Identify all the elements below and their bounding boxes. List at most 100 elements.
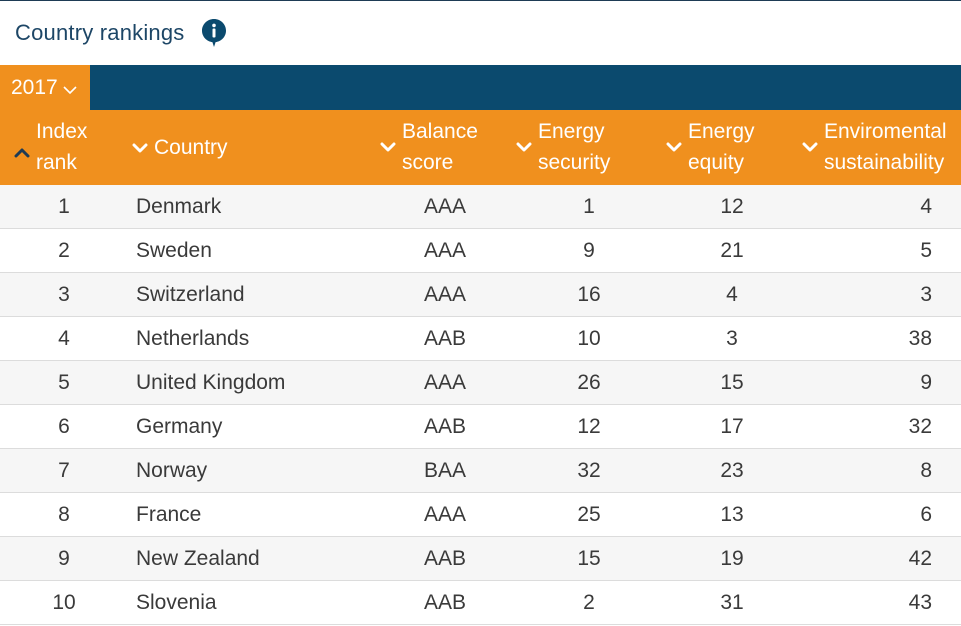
cell-country: Switzerland [136, 283, 245, 306]
cell-country: New Zealand [136, 547, 260, 570]
cell-security: 15 [577, 547, 601, 570]
table-row[interactable]: 9 New Zealand AAB 15 19 42 [0, 537, 961, 581]
cell-security: 26 [577, 371, 601, 394]
year-value: 2017 [11, 75, 58, 99]
cell-equity: 3 [726, 327, 738, 350]
cell-rank: 8 [58, 503, 70, 526]
header-line-2: sustainability [824, 151, 945, 174]
cell-env: 4 [920, 195, 932, 218]
rankings-table: Index rank Country Balance score Energy securi… [0, 110, 961, 625]
sort-down-icon [132, 143, 148, 152]
year-bar: 2017 [0, 65, 961, 110]
cell-equity: 21 [720, 239, 744, 262]
table-row[interactable]: 4 Netherlands AAB 10 3 38 [0, 317, 961, 361]
cell-rank: 5 [58, 371, 70, 394]
sort-down-icon [380, 142, 396, 152]
table-row[interactable]: 10 Slovenia AAB 2 31 43 [0, 581, 961, 625]
cell-equity: 19 [720, 547, 744, 570]
cell-balance: BAA [423, 459, 467, 482]
column-header-label: Enviromental sustainability [824, 116, 947, 178]
cell-rank: 3 [58, 283, 70, 306]
cell-equity: 12 [720, 195, 744, 218]
cell-env: 38 [908, 327, 932, 350]
cell-country: Germany [136, 415, 223, 438]
table-row[interactable]: 7 Norway BAA 32 23 8 [0, 449, 961, 493]
column-header-label: Energy equity [688, 116, 755, 178]
cell-env: 42 [908, 547, 932, 570]
cell-country: Norway [136, 459, 208, 482]
header-line-2: security [538, 151, 611, 174]
cell-country: France [136, 503, 202, 526]
cell-security: 32 [577, 459, 601, 482]
column-header-country[interactable]: Country [132, 132, 228, 163]
cell-balance: AAA [423, 371, 467, 394]
cell-security: 12 [577, 415, 601, 438]
column-header-label: Energy security [538, 116, 610, 178]
cell-rank: 2 [58, 239, 70, 262]
cell-env: 43 [908, 591, 932, 614]
cell-equity: 17 [720, 415, 744, 438]
cell-env: 5 [920, 239, 932, 262]
header-line-1: Index [36, 120, 88, 143]
header-line-1: Energy [688, 120, 755, 143]
cell-balance: AAB [423, 591, 467, 614]
header-line-2: equity [688, 151, 745, 174]
table-row[interactable]: 1 Denmark AAA 1 12 4 [0, 185, 961, 229]
table-row[interactable]: 8 France AAA 25 13 6 [0, 493, 961, 537]
header-line-1: Country [154, 136, 228, 159]
cell-security: 16 [577, 283, 601, 306]
column-header-security[interactable]: Energy security [516, 116, 610, 178]
cell-rank: 9 [58, 547, 70, 570]
cell-rank: 4 [58, 327, 70, 350]
table-header: Index rank Country Balance score Energy securi… [0, 110, 961, 185]
table-row[interactable]: 3 Switzerland AAA 16 4 3 [0, 273, 961, 317]
cell-env: 6 [920, 503, 932, 526]
column-header-label: Country [154, 132, 228, 163]
cell-env: 3 [920, 283, 932, 306]
table-body: 1 Denmark AAA 1 12 4 2 Sweden AAA 9 21 5 3 Switzerlan… [0, 185, 961, 625]
info-icon[interactable] [201, 18, 227, 48]
header-line-1: Energy [538, 120, 605, 143]
cell-country: Slovenia [136, 591, 217, 614]
cell-equity: 13 [720, 503, 744, 526]
chevron-down-icon [63, 77, 77, 101]
column-header-rank[interactable]: Index rank [14, 116, 87, 178]
cell-security: 1 [583, 195, 595, 218]
sort-down-icon [516, 142, 532, 152]
table-row[interactable]: 2 Sweden AAA 9 21 5 [0, 229, 961, 273]
column-header-label: Balance score [402, 116, 478, 178]
cell-rank: 6 [58, 415, 70, 438]
cell-balance: AAB [423, 415, 467, 438]
cell-security: 10 [577, 327, 601, 350]
column-header-equity[interactable]: Energy equity [666, 116, 755, 178]
cell-security: 25 [577, 503, 601, 526]
cell-security: 9 [583, 239, 595, 262]
cell-rank: 7 [58, 459, 70, 482]
table-row[interactable]: 5 United Kingdom AAA 26 15 9 [0, 361, 961, 405]
year-dropdown[interactable]: 2017 [0, 65, 90, 110]
header-line-2: rank [36, 151, 77, 174]
cell-country: Netherlands [136, 327, 250, 350]
cell-balance: AAA [423, 503, 467, 526]
table-row[interactable]: 6 Germany AAB 12 17 32 [0, 405, 961, 449]
cell-country: United Kingdom [136, 371, 286, 394]
cell-rank: 10 [52, 591, 76, 614]
cell-equity: 31 [720, 591, 744, 614]
cell-balance: AAA [423, 283, 467, 306]
column-header-balance[interactable]: Balance score [380, 116, 478, 178]
cell-equity: 23 [720, 459, 744, 482]
page-title: Country rankings [15, 20, 185, 45]
header-line-1: Enviromental [824, 120, 947, 143]
cell-env: 8 [920, 459, 932, 482]
cell-equity: 15 [720, 371, 744, 394]
header-line-2: score [402, 151, 454, 174]
cell-balance: AAB [423, 327, 467, 350]
column-header-env[interactable]: Enviromental sustainability [802, 116, 947, 178]
cell-balance: AAA [423, 195, 467, 218]
sort-down-icon [666, 142, 682, 152]
sort-down-icon [802, 142, 818, 152]
cell-equity: 4 [726, 283, 738, 306]
cell-balance: AAA [423, 239, 467, 262]
cell-country: Sweden [136, 239, 212, 262]
